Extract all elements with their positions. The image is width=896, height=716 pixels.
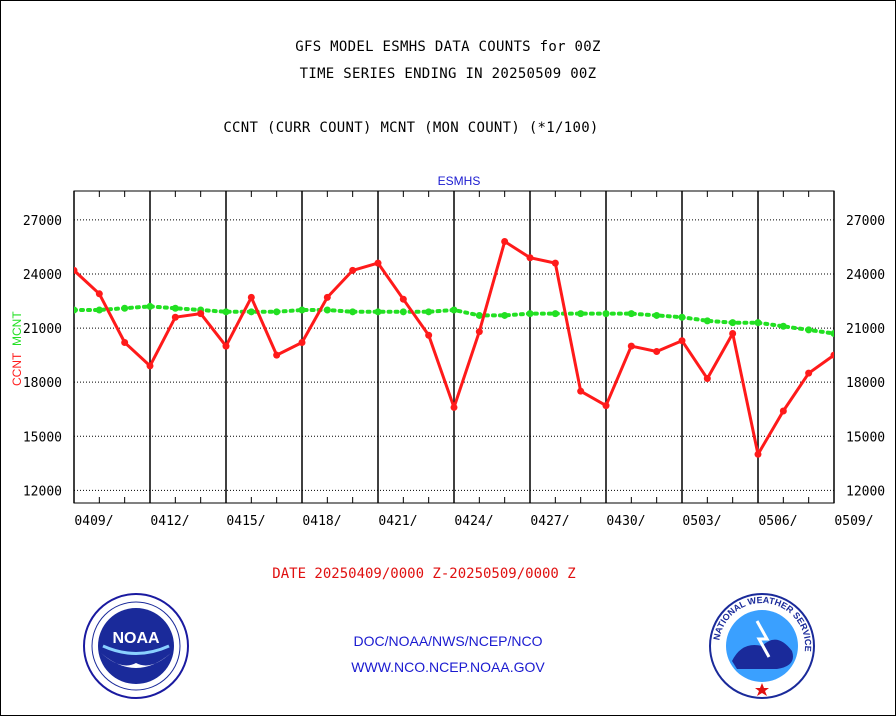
ccnt-point <box>627 342 635 350</box>
mcnt-point <box>729 319 737 327</box>
x-tick-label: 0424/ <box>454 514 493 529</box>
mcnt-point <box>74 306 78 314</box>
y-tick-label-left: 12000 <box>23 484 62 499</box>
mcnt-point <box>146 302 154 310</box>
ccnt-point <box>703 375 711 383</box>
ccnt-point <box>222 342 230 350</box>
mcnt-point <box>273 308 281 316</box>
ccnt-point <box>602 402 610 410</box>
ccnt-point <box>197 310 205 318</box>
mcnt-point <box>653 311 661 319</box>
mcnt-point <box>678 313 686 321</box>
y-tick-label-left: 24000 <box>23 268 62 283</box>
ccnt-point <box>551 259 559 267</box>
ccnt-point <box>577 387 585 395</box>
y-tick-label-left: 21000 <box>23 322 62 337</box>
y-tick-label-left: 18000 <box>23 376 62 391</box>
mcnt-point <box>222 308 230 316</box>
mcnt-point <box>450 306 458 314</box>
ccnt-point <box>425 331 433 339</box>
nws-logo: NATIONAL WEATHER SERVICE <box>707 591 817 705</box>
y-axis-label-mcnt: MCNT <box>10 311 24 346</box>
mcnt-point <box>323 306 331 314</box>
y-tick-label-right: 18000 <box>846 376 885 391</box>
ccnt-point <box>805 369 813 377</box>
ccnt-point <box>754 450 762 458</box>
x-tick-label: 0412/ <box>150 514 189 529</box>
ccnt-point <box>95 290 103 298</box>
ccnt-point <box>349 266 357 274</box>
ccnt-point <box>729 329 737 337</box>
ccnt-point <box>501 237 509 245</box>
ccnt-point <box>450 403 458 411</box>
y-tick-label-right: 27000 <box>846 214 885 229</box>
mcnt-point <box>551 310 559 318</box>
y-tick-label-right: 24000 <box>846 268 885 283</box>
ccnt-point <box>146 362 154 370</box>
x-tick-label: 0509/ <box>834 514 873 529</box>
x-tick-label: 0415/ <box>226 514 265 529</box>
mcnt-point <box>627 310 635 318</box>
y-tick-label-left: 15000 <box>23 430 62 445</box>
ccnt-point <box>171 313 179 321</box>
mcnt-point <box>526 310 534 318</box>
mcnt-point <box>121 304 129 312</box>
mcnt-point <box>501 311 509 319</box>
ccnt-point <box>323 293 331 301</box>
x-tick-label: 0503/ <box>682 514 721 529</box>
x-tick-label: 0418/ <box>302 514 341 529</box>
mcnt-point <box>830 329 834 337</box>
ccnt-point <box>475 328 483 336</box>
line-chart: 12000 12000 15000 15000 18000 18000 21000 21000… <box>10 174 885 529</box>
url-line: WWW.NCO.NCEP.NOAA.GOV <box>351 659 545 675</box>
ccnt-point <box>247 293 255 301</box>
x-tick-label: 0421/ <box>378 514 417 529</box>
noaa-logo: NOAA <box>81 591 191 705</box>
x-tick-label: 0506/ <box>758 514 797 529</box>
ccnt-point <box>526 254 534 262</box>
ccnt-point <box>830 351 834 359</box>
y-tick-label-right: 15000 <box>846 430 885 445</box>
mcnt-point <box>602 310 610 318</box>
mcnt-point <box>95 306 103 314</box>
x-tick-label: 0430/ <box>606 514 645 529</box>
org-line: DOC/NOAA/NWS/NCEP/NCO <box>353 633 543 649</box>
ccnt-point <box>678 337 686 345</box>
y-axis-label-ccnt: CCNT <box>10 352 24 386</box>
mcnt-point <box>577 310 585 318</box>
x-tick-label: 0409/ <box>74 514 113 529</box>
ccnt-point <box>74 266 78 274</box>
ccnt-point <box>298 338 306 346</box>
y-tick-label-right: 21000 <box>846 322 885 337</box>
title-line-2: TIME SERIES ENDING IN 20250509 00Z <box>299 66 597 82</box>
mcnt-point <box>425 308 433 316</box>
mcnt-point <box>805 326 813 334</box>
y-tick-label-right: 12000 <box>846 484 885 499</box>
date-range-label: DATE 20250409/0000 Z-20250509/0000 Z <box>272 566 576 582</box>
mcnt-point <box>247 308 255 316</box>
mcnt-point <box>779 322 787 330</box>
mcnt-point <box>374 308 382 316</box>
mcnt-point <box>349 308 357 316</box>
noaa-logo-text: NOAA <box>112 630 160 647</box>
ccnt-point <box>653 348 661 356</box>
mcnt-point <box>171 304 179 312</box>
y-tick-label-left: 27000 <box>23 214 62 229</box>
ccnt-point <box>374 259 382 267</box>
mcnt-point <box>754 319 762 327</box>
mcnt-point <box>475 311 483 319</box>
x-tick-label: 0427/ <box>530 514 569 529</box>
chart-title: ESMHS <box>438 174 481 188</box>
mcnt-point <box>399 308 407 316</box>
ccnt-point <box>779 407 787 415</box>
chart-subtitle: CCNT (CURR COUNT) MCNT (MON COUNT) (*1/1… <box>223 120 599 136</box>
mcnt-point <box>703 317 711 325</box>
ccnt-point <box>121 338 129 346</box>
ccnt-point <box>273 351 281 359</box>
mcnt-point <box>298 306 306 314</box>
ccnt-point <box>399 295 407 303</box>
title-line-1: GFS MODEL ESMHS DATA COUNTS for 00Z <box>295 39 601 55</box>
